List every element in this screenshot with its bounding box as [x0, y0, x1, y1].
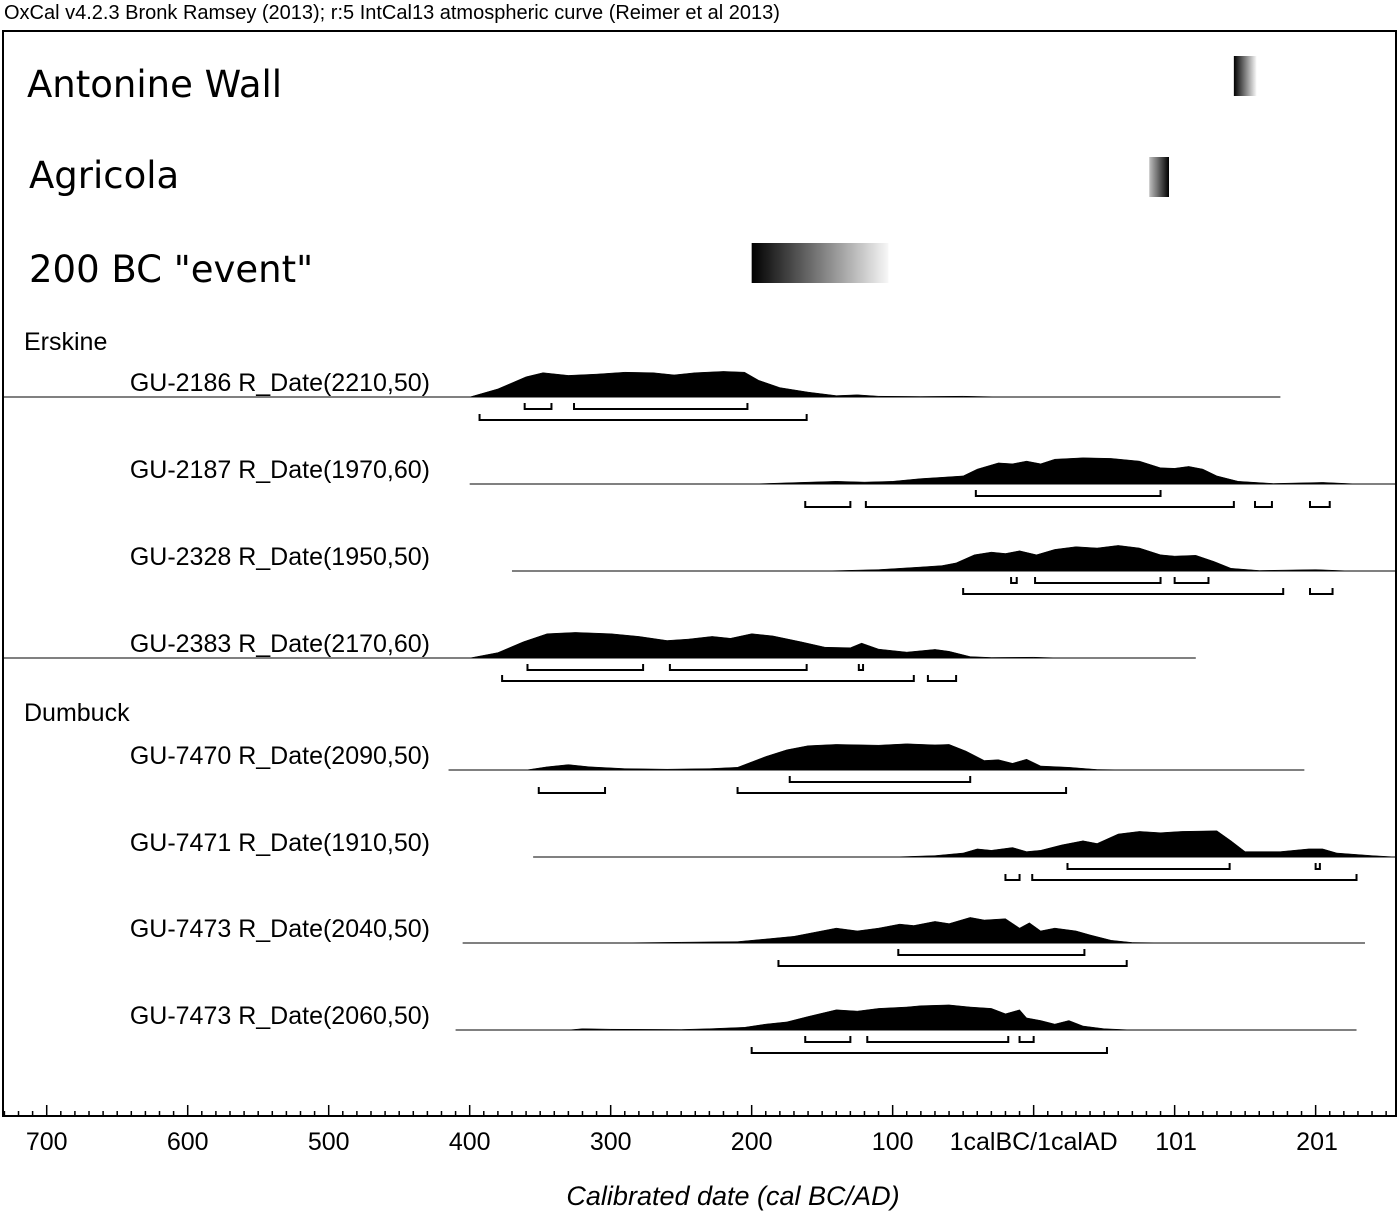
samples-layer: Erskine GU-2186 R_Date(2210,50) GU-2187 R_… — [3, 328, 1397, 1054]
hpd95-range — [736, 787, 1068, 794]
tick-label: 201 — [1296, 1128, 1338, 1156]
hpd95-range — [804, 501, 852, 508]
tick-label: 100 — [872, 1128, 914, 1156]
hpd95-range — [864, 501, 1235, 508]
hpd68-range — [974, 490, 1162, 497]
group-label: Dumbuck — [24, 699, 130, 727]
sample-label: GU-7473 R_Date(2060,50) — [130, 1002, 430, 1030]
event-bar — [1149, 157, 1170, 197]
hpd68-range — [526, 664, 645, 671]
hpd95-range — [537, 787, 607, 794]
event-label: Agricola — [29, 154, 179, 197]
events-layer: Antonine Wall Agricola 200 BC "event" — [27, 56, 1257, 291]
hpd95-range — [926, 675, 958, 682]
hpd68-range — [897, 949, 1086, 956]
density-curve — [892, 830, 1397, 858]
hpd68-range — [804, 1036, 852, 1043]
hpd68-range — [788, 776, 972, 783]
tick-label: 300 — [590, 1128, 632, 1156]
hpd68-range — [573, 403, 749, 410]
density-curve — [751, 457, 1358, 485]
density-curve — [526, 743, 1133, 771]
tick-label: 400 — [449, 1128, 491, 1156]
sample-label: GU-7473 R_Date(2040,50) — [130, 915, 430, 943]
hpd68-range — [1314, 863, 1321, 870]
hpd95-range — [750, 1047, 1108, 1054]
hpd68-range — [1034, 577, 1162, 584]
sample-label: GU-7470 R_Date(2090,50) — [130, 742, 430, 770]
hpd68-range — [1066, 863, 1231, 870]
x-axis-title: Calibrated date (cal BC/AD) — [566, 1181, 899, 1211]
hpd95-range — [1254, 501, 1273, 508]
hpd68-range — [857, 664, 865, 671]
tick-label: 700 — [26, 1128, 68, 1156]
header-caption: OxCal v4.2.3 Bronk Ramsey (2013); r:5 In… — [4, 2, 780, 24]
sample-label: GU-7471 R_Date(1910,50) — [130, 829, 430, 857]
hpd95-range — [478, 414, 808, 421]
density-curve — [610, 917, 1175, 944]
hpd95-range — [501, 675, 915, 682]
hpd95-range — [777, 960, 1128, 967]
sample-label: GU-2187 R_Date(1970,60) — [130, 456, 430, 484]
tick-label: 600 — [167, 1128, 209, 1156]
plot-frame — [2, 30, 1397, 1117]
hpd95-range — [1308, 501, 1331, 508]
hpd68-range — [523, 403, 553, 410]
tick-label: 101 — [1155, 1128, 1197, 1156]
event-bar — [751, 243, 889, 283]
density-curve — [822, 545, 1351, 572]
hpd68-range — [1173, 577, 1210, 584]
hpd95-range — [1004, 874, 1021, 881]
hpd68-range — [866, 1036, 1010, 1043]
hpd95-range — [1308, 588, 1334, 595]
sample-label: GU-2328 R_Date(1950,50) — [130, 543, 430, 571]
density-curve — [469, 632, 1062, 659]
event-label: 200 BC "event" — [29, 248, 313, 291]
hpd68-range — [1010, 577, 1018, 584]
density-curve — [568, 1004, 1133, 1031]
tick-label: 1calBC/1calAD — [950, 1128, 1118, 1156]
tick-label: 200 — [731, 1128, 773, 1156]
event-bar — [1233, 56, 1257, 96]
density-curve — [469, 371, 1006, 398]
hpd95-range — [1031, 874, 1358, 881]
hpd95-range — [962, 588, 1285, 595]
tick-label: 500 — [308, 1128, 350, 1156]
group-label: Erskine — [24, 328, 107, 356]
hpd68-range — [1018, 1036, 1035, 1043]
sample-label: GU-2383 R_Date(2170,60) — [130, 630, 430, 658]
x-axis: 700 600 500 400 300 200 100 1calBC/1calAD 101 201 — [3, 1105, 1387, 1156]
sample-label: GU-2186 R_Date(2210,50) — [130, 369, 430, 397]
event-label: Antonine Wall — [27, 63, 282, 106]
hpd68-range — [668, 664, 808, 671]
